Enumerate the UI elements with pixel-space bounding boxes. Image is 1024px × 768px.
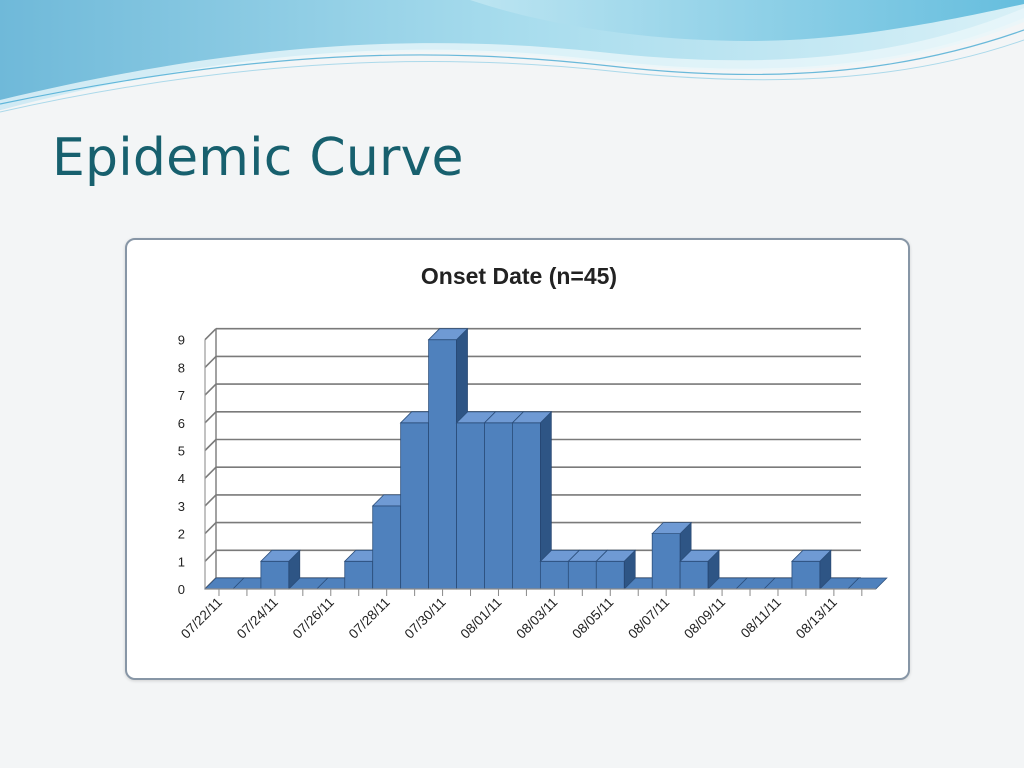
bar-front [260, 560, 290, 590]
bar-front [372, 505, 402, 590]
x-tick-label: 07/22/11 [178, 595, 225, 642]
x-tick-label: 07/30/11 [402, 595, 449, 642]
y-tick-label: 4 [178, 471, 185, 486]
bar [679, 549, 721, 590]
x-tick-label: 08/01/11 [458, 595, 505, 642]
y-tick-label: 3 [178, 499, 185, 514]
bar [511, 411, 553, 590]
gridline-side [204, 522, 217, 535]
bar-front [456, 422, 485, 590]
bar-top [259, 549, 301, 562]
x-tick-label: 08/03/11 [513, 595, 560, 642]
y-tick-label: 0 [178, 582, 185, 597]
x-tick-label: 07/28/11 [346, 595, 393, 642]
x-tick-label: 08/11/11 [738, 595, 784, 641]
bar-front [512, 422, 541, 590]
bar-top [790, 549, 832, 562]
y-tick-label: 5 [178, 444, 185, 459]
bar-top [511, 411, 553, 424]
bar-front [400, 422, 429, 590]
gridline-side [204, 549, 217, 562]
bar [790, 549, 832, 590]
bar-front [679, 560, 709, 590]
x-tick-label: 08/05/11 [569, 595, 616, 642]
gridline-side [204, 438, 217, 452]
bar-top [651, 522, 693, 535]
bar-top [679, 549, 721, 562]
bar-front [428, 339, 457, 590]
bar-front [539, 560, 569, 590]
x-tick-label: 08/09/11 [681, 595, 728, 642]
gridline-side [204, 466, 217, 479]
gridline-side [204, 411, 217, 424]
y-tick-label: 1 [178, 554, 185, 569]
bar [595, 549, 637, 590]
y-tick-label: 9 [178, 333, 185, 348]
bar-top [427, 328, 469, 341]
bar-front [595, 560, 625, 590]
chart-title: Onset Date (n=45) [421, 263, 617, 289]
bar-top [595, 549, 637, 562]
gridline-side [204, 355, 217, 368]
gridline-side [204, 383, 217, 396]
bar-front [791, 560, 821, 590]
x-tick-label: 07/24/11 [234, 595, 281, 642]
header-wave-decoration [0, 0, 1024, 113]
y-tick-label: 2 [178, 527, 185, 542]
gridline-side [204, 328, 217, 341]
y-tick-label: 8 [178, 360, 185, 375]
bar [259, 549, 301, 590]
x-tick-label: 07/26/11 [290, 595, 337, 642]
gridline-side [204, 494, 217, 507]
bar-front [484, 422, 513, 590]
x-tick-label: 08/13/11 [793, 595, 840, 642]
y-tick-label: 7 [178, 388, 185, 403]
bar-front [567, 560, 597, 590]
bar-front [651, 533, 681, 590]
x-tick-label: 08/07/11 [625, 595, 672, 642]
bar-front [344, 560, 374, 590]
slide-title: Epidemic Curve [52, 128, 464, 188]
y-tick-label: 6 [178, 416, 185, 431]
